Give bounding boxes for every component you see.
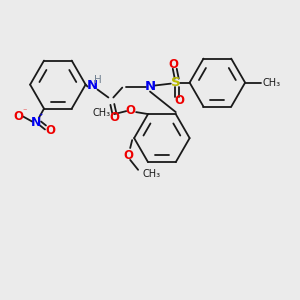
Text: O: O (125, 103, 135, 117)
Text: O: O (175, 94, 185, 107)
Text: N: N (144, 80, 156, 93)
Text: O: O (13, 110, 23, 123)
Text: ⁻: ⁻ (22, 106, 26, 115)
Text: O: O (109, 111, 119, 124)
Text: O: O (169, 58, 179, 71)
Text: ⁺: ⁺ (39, 112, 43, 121)
Text: N: N (87, 79, 98, 92)
Text: O: O (45, 124, 55, 137)
Text: N: N (31, 116, 41, 129)
Text: CH₃: CH₃ (142, 169, 160, 179)
Text: H: H (94, 75, 101, 85)
Text: CH₃: CH₃ (263, 78, 281, 88)
Text: S: S (171, 76, 181, 89)
Text: O: O (123, 149, 133, 162)
Text: CH₃: CH₃ (92, 108, 110, 118)
